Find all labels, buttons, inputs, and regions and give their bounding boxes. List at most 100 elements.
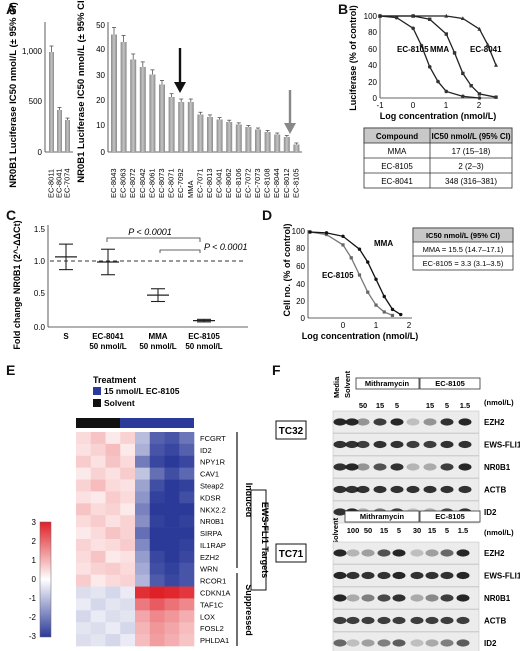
blot-band [392,616,406,625]
scale-tick: -1 [29,594,37,603]
heatmap-cell [135,550,151,564]
heatmap-cell [105,562,121,575]
blot-strip [332,631,480,651]
heatmap-cell [149,634,165,647]
heatmap-cell [76,539,92,552]
gene-label: TAF1C [200,600,224,609]
heatmap-cell [164,586,180,599]
blot-band [392,549,406,557]
data-point [390,307,395,312]
heatmap-cell [76,598,92,611]
heatmap-cell [149,598,165,611]
heatmap-cell [164,562,180,575]
blot-band [346,571,360,580]
blot-band [333,508,347,516]
blot-band [410,594,424,602]
blot-band [440,549,454,557]
blot-band [406,418,420,426]
scale-tick: 0 [32,575,37,584]
blot-band [456,549,470,557]
blot-band [361,594,375,602]
heatmap-cell [90,610,106,623]
heatmap-cell [76,574,92,587]
panel-f: Media Solvent Mithramycin EC-8105 50 15 5 1… [275,370,520,651]
mma-arrow [174,48,186,93]
heatmap-cell [179,432,195,445]
heatmap-cell [179,562,195,575]
gene-label: CDKN1A [200,589,230,598]
blot-band [377,571,391,580]
bar [139,67,146,152]
heatmap-cell [149,432,165,445]
panel-a-right-tick-40: 40 [96,45,105,54]
blot-band [410,549,424,557]
tc32-col-media: Media [332,376,341,398]
panel-label-e: E [6,362,15,378]
panel-b-ytick: 40 [368,61,377,70]
bar-category-label: EC-8011 [47,169,56,198]
bar [57,110,62,152]
heatmap-cell [90,574,106,587]
heatmap-cell [179,491,195,504]
heatmap-cell [90,527,106,540]
heatmap-cell [149,622,165,635]
data-point [461,71,465,76]
blot-label: EWS-FLI1 [484,441,520,450]
heatmap-cell [76,634,92,647]
scale-tick: 2 [32,537,37,546]
panel-d-ic50-box: IC50 nmol/L (95% CI) MMA = 15.5 (14.7–17… [412,227,514,271]
blot-strip [332,586,480,610]
heatmap-cell [135,432,151,445]
ec-8105-arrow [284,90,296,134]
heatmap-cell [149,443,165,457]
heatmap-cell [135,586,151,599]
heatmap-cell [135,515,151,528]
heatmap-cell [105,432,121,445]
data-point [477,26,482,31]
heatmap-cell [105,634,121,647]
data-point [324,232,329,237]
blot-label: NR0B1 [484,463,511,472]
dose-label: 5 [445,526,449,535]
heatmap-cell [90,503,106,516]
bar [245,127,252,152]
bar [168,97,175,152]
heatmap-cell [149,610,165,623]
dose-label: 5 [395,401,399,410]
gene-label: RCOR1 [200,577,226,586]
heatmap-cell [179,622,195,635]
panel-b-table-cell: 17 (15–18) [452,147,491,156]
blot-band [440,571,454,580]
panel-d-xtick: 2 [407,321,412,330]
panel-a: NR0B1 Luciferase IC50 nmol/L (± 95% CI) … [8,0,302,198]
panel-a-right-tick-30: 30 [96,71,105,80]
panel-c-category: 50 nmol/L [185,342,222,351]
blot-band [410,616,424,625]
tc71-unit: (nmol/L) [484,528,514,537]
heatmap-cell [90,432,106,445]
treatment-title: Treatment [93,375,136,385]
heatmap-cell [135,479,151,492]
heatmap-cell [135,574,151,587]
panel-b-ytick: 60 [368,45,377,54]
heatmap-cell [90,598,106,611]
heatmap-cell [179,586,195,599]
panel-b-ylabel: Luciferase (% of control) [348,5,358,111]
heatmap-cell [120,539,136,552]
panel-c-ylabel: Fold change NR0B1 (2^-ΔΔCt) [12,220,22,349]
gene-label: LOX [200,612,215,621]
heatmap-cell [149,467,165,480]
heatmap-cell [135,598,151,611]
panel-b-table-cell: 2 (2–3) [458,162,484,171]
panel-b-curve-label-ec8105: EC-8105 [397,45,429,54]
gene-label: WRN [200,565,218,574]
blot-strip [332,541,480,565]
scale-tick: -3 [29,632,37,641]
heatmap-cell [149,562,165,575]
dose-label: 15 [428,526,436,535]
blot-label: EZH2 [484,418,505,427]
heatmap-cell [90,515,106,528]
dose-label: 1.5 [460,401,470,410]
treatment-bar-ec8105 [120,418,194,428]
heatmap-cell [76,503,92,516]
